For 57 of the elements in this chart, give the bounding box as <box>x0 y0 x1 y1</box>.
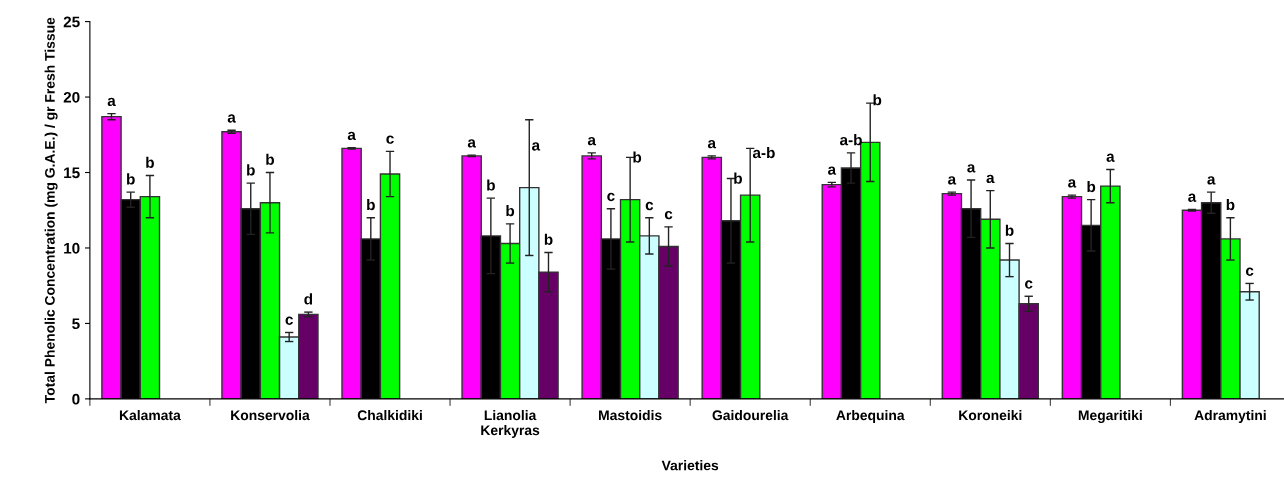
data-label: a <box>532 142 541 151</box>
data-label: d <box>304 293 313 305</box>
data-label: c <box>1245 267 1254 276</box>
data-label: a <box>1068 179 1077 188</box>
y-tick-label: 0 <box>72 393 80 405</box>
data-label: c <box>285 316 293 325</box>
x-tick-label: Gaidourelia <box>712 409 789 421</box>
data-label: b <box>367 199 375 211</box>
data-label: a-b <box>752 146 775 159</box>
y-tick-label: 5 <box>72 318 80 330</box>
data-label: b <box>633 151 642 163</box>
data-label: a <box>828 166 837 175</box>
y-tick-label: 25 <box>63 16 80 28</box>
data-label: b <box>1226 199 1235 211</box>
data-label: a <box>107 97 116 107</box>
data-label: b <box>544 233 553 245</box>
y-tick-label: 20 <box>63 91 80 103</box>
x-tick-label: Mastoidis <box>599 409 662 421</box>
data-label: c <box>607 192 615 202</box>
data-label: b <box>247 164 255 176</box>
data-label: a-b <box>840 134 862 146</box>
data-label: a <box>986 174 995 184</box>
data-label: b <box>1005 224 1014 236</box>
data-label: c <box>664 210 673 220</box>
data-label: a <box>347 131 356 141</box>
data-label: b <box>1087 180 1096 193</box>
x-tick-label: Kalamata <box>119 409 181 421</box>
y-tick-label: 10 <box>64 242 80 254</box>
y-axis-title: Total Phenolic Concentration (mg G.A.E.) / gr Fresh Tissue <box>44 17 58 404</box>
data-label: b <box>873 94 882 106</box>
x-tick-label: Megaritiki <box>1078 409 1142 423</box>
x-tick-label: Lianolia Kerkyras <box>481 409 540 438</box>
data-label: b <box>734 172 742 184</box>
data-label: b <box>146 156 154 168</box>
data-label: a <box>227 114 236 123</box>
data-label: c <box>386 135 394 144</box>
data-label: a <box>1188 193 1197 202</box>
data-label: c <box>645 201 654 211</box>
data-label: a <box>1106 153 1115 162</box>
data-label: a <box>707 139 717 149</box>
y-tick-label: 15 <box>64 167 80 179</box>
data-label: b <box>127 173 135 185</box>
data-label: a <box>1207 176 1216 185</box>
x-tick-label: Arbequina <box>836 409 905 423</box>
data-label: a <box>948 176 957 185</box>
data-label: c <box>1025 280 1033 289</box>
x-axis-title: Varieties <box>661 460 719 471</box>
data-label: b <box>266 153 274 165</box>
data-label: b <box>487 179 495 191</box>
data-label: a <box>587 136 597 146</box>
data-label: b <box>506 205 515 217</box>
x-tick-label: Konservolia <box>231 409 310 421</box>
x-tick-label: Chalkidiki <box>357 409 422 421</box>
data-label: a <box>967 164 976 173</box>
x-tick-label: Adramytini <box>1194 409 1266 423</box>
x-tick-label: Koroneiki <box>959 409 1022 421</box>
data-label: a <box>467 139 476 148</box>
